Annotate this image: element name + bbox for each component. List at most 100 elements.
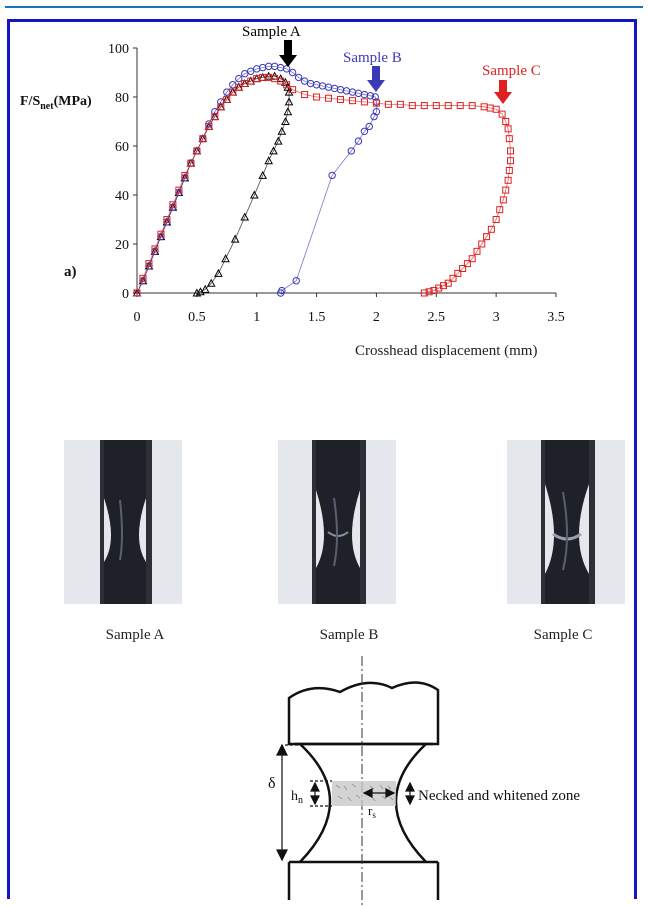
data-point [200, 284, 210, 293]
data-point [478, 240, 486, 248]
rs-label: rs [368, 803, 376, 820]
data-point [145, 260, 153, 268]
x-axis-label: Crosshead displacement (mm) [355, 343, 537, 359]
data-point [281, 116, 290, 125]
data-point [325, 94, 333, 102]
data-point [498, 110, 506, 118]
data-point [432, 102, 440, 110]
data-point [439, 282, 447, 290]
caption-sample-b: Sample B [319, 627, 379, 643]
data-point [463, 260, 471, 268]
arrow-sample-c [494, 80, 512, 104]
data-point [187, 159, 195, 167]
data-point [365, 122, 373, 131]
annotation-sample-a: Sample A [242, 24, 301, 40]
data-point [283, 107, 293, 116]
data-point [456, 102, 464, 110]
data-point [196, 287, 205, 296]
data-point [487, 225, 495, 233]
data-point [468, 102, 476, 110]
data-point [181, 171, 189, 179]
data-point [199, 135, 207, 143]
annotation-layer: Sample A Sample B Sample C [242, 24, 541, 104]
photo-sample-a [64, 440, 182, 604]
data-point [211, 113, 219, 121]
y-tick-label: 20 [115, 238, 129, 253]
data-point [507, 147, 515, 155]
data-point [223, 95, 231, 103]
data-point [492, 105, 500, 113]
data-point [301, 91, 309, 99]
data-point [235, 83, 243, 91]
figure-frame [7, 19, 637, 899]
data-point [348, 97, 356, 105]
data-point [473, 247, 481, 255]
data-point [505, 135, 513, 143]
data-point [499, 196, 507, 204]
y-axis-label-main: F/Snet(MPa) [20, 94, 92, 112]
data-point [283, 81, 291, 89]
data-point [264, 71, 274, 80]
data-point [370, 112, 378, 121]
data-point [504, 125, 512, 133]
data-point [492, 216, 500, 223]
data-point [384, 100, 392, 108]
data-point [408, 102, 416, 110]
x-tick-label: 1.5 [308, 310, 326, 325]
data-point [360, 127, 369, 136]
data-point [241, 70, 249, 78]
delta-label: δ [268, 775, 276, 792]
data-point [454, 269, 462, 277]
data-point [360, 98, 368, 106]
data-point [502, 186, 510, 194]
data-point [284, 87, 294, 96]
series-layer [132, 62, 515, 297]
schematic-top-grip [287, 681, 440, 746]
data-point [277, 126, 287, 135]
x-tick-label: 2 [373, 310, 380, 325]
data-point [468, 255, 476, 263]
panel-label-a: a) [64, 264, 77, 280]
data-point [449, 274, 457, 282]
data-point [276, 289, 285, 297]
series-sample-b [133, 62, 381, 297]
annotation-sample-c: Sample C [482, 63, 541, 79]
data-point [217, 103, 225, 111]
data-point [430, 287, 438, 295]
x-tick-label: 3 [493, 310, 500, 325]
top-rule [5, 6, 643, 8]
data-point [292, 277, 300, 285]
schematic-bottom-grip [287, 862, 440, 900]
data-point [282, 65, 291, 73]
data-point [420, 102, 428, 110]
data-point [273, 136, 283, 145]
arrow-sample-b [367, 66, 385, 92]
data-point [139, 274, 147, 282]
data-point [483, 233, 491, 241]
caption-sample-c: Sample C [533, 627, 593, 643]
data-point [249, 190, 259, 199]
y-tick-label: 100 [108, 42, 129, 57]
data-point [163, 216, 171, 223]
data-point [396, 100, 404, 108]
data-point [444, 102, 452, 110]
data-point [169, 201, 177, 209]
stress-displacement-chart: 0 20 40 60 80 100 0 0.5 1 1.5 2 2.5 3 3.5 Sample A Sa… [20, 24, 565, 359]
caption-sample-a: Sample A [105, 627, 165, 643]
data-point [354, 137, 363, 145]
data-point [221, 254, 230, 263]
schematic-left-profile [299, 743, 332, 863]
data-point [328, 171, 336, 180]
data-point [300, 77, 309, 85]
data-point [372, 99, 380, 107]
series-line [136, 77, 511, 294]
y-tick-label: 0 [122, 287, 129, 302]
data-point [288, 68, 297, 77]
data-point [294, 73, 303, 82]
data-point [151, 245, 159, 253]
data-point [313, 93, 321, 101]
data-point [235, 74, 243, 83]
y-tick-label: 40 [115, 189, 129, 204]
data-point [337, 95, 345, 103]
